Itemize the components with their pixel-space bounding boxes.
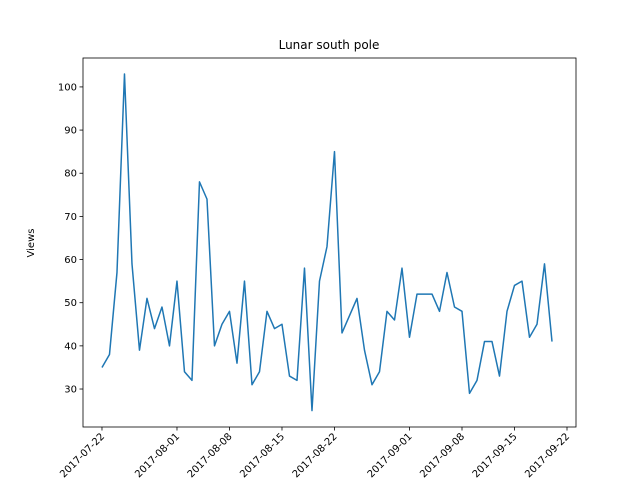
y-tick-label: 40	[64, 341, 77, 352]
y-axis-label: Views	[26, 229, 37, 258]
y-tick-label: 90	[64, 126, 77, 137]
line	[101, 73, 553, 412]
y-tick-label: 50	[64, 298, 77, 309]
y-tick-label: 80	[64, 169, 77, 180]
chart-title: Lunar south pole	[279, 38, 380, 52]
plot-frame	[82, 57, 577, 428]
y-tick-label: 70	[64, 212, 77, 223]
y-tick-label: 100	[58, 82, 77, 93]
y-tick-label: 60	[64, 255, 77, 266]
y-tick-label: 30	[64, 385, 77, 396]
